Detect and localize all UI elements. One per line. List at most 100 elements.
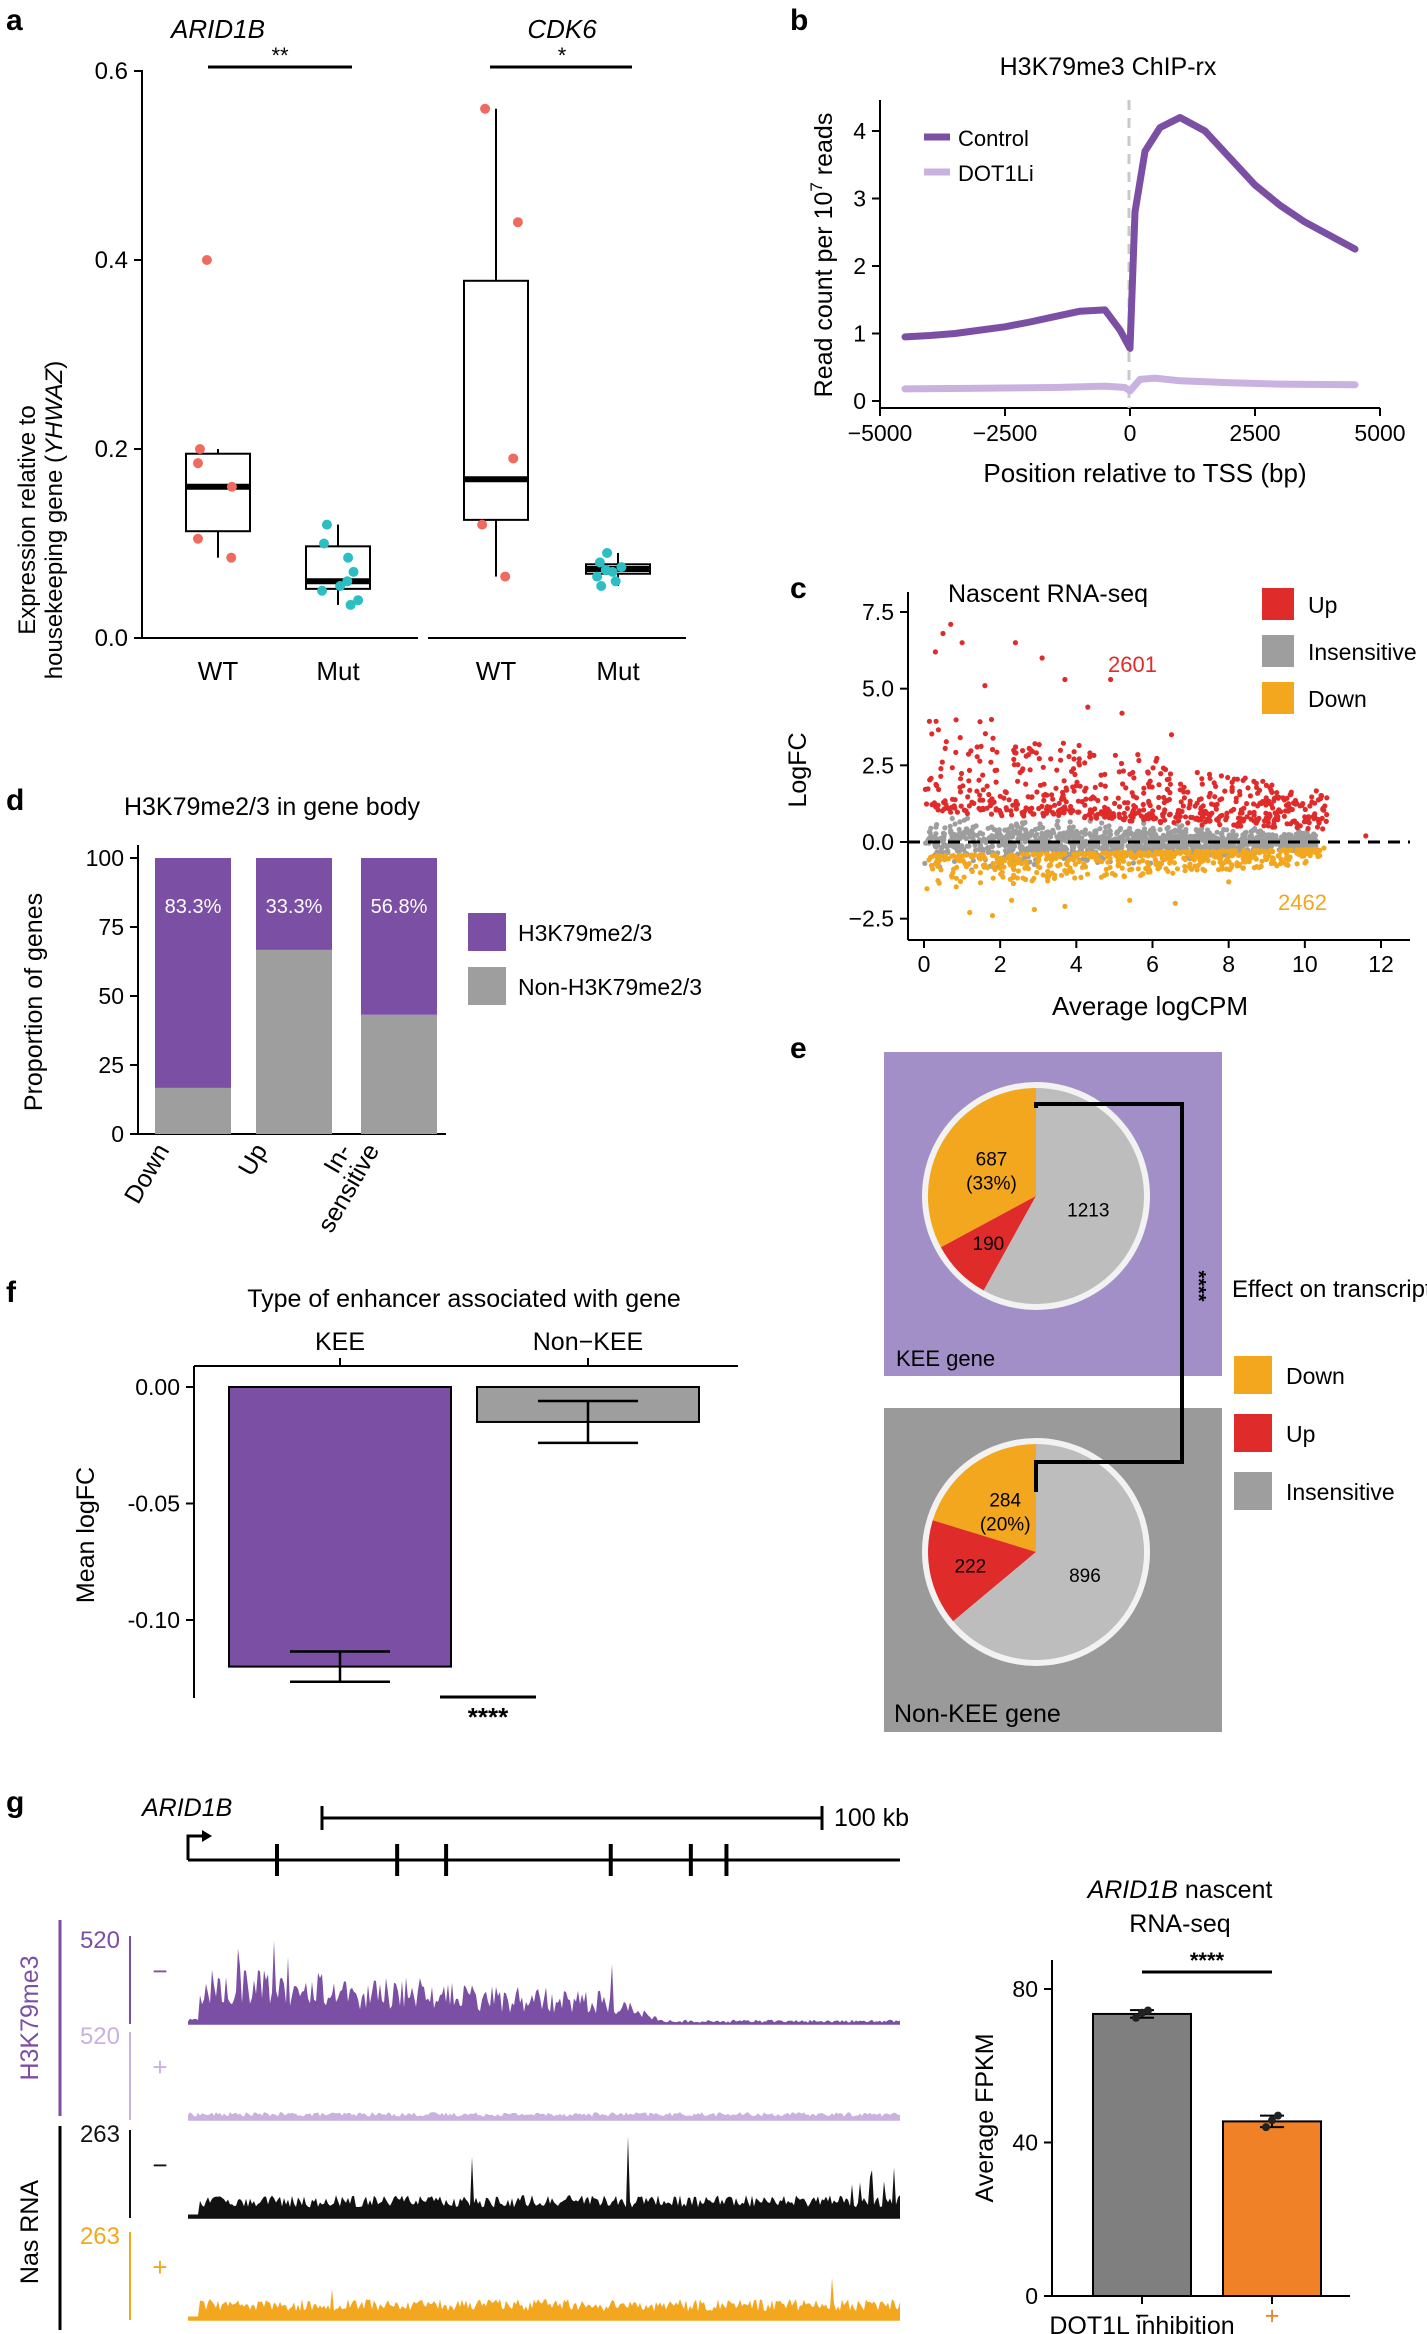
panel-c-point-up [1251, 801, 1257, 807]
panel-c-point-down [1065, 868, 1071, 874]
panel-c-point-up [1053, 785, 1059, 791]
panel-g-bar-point [1132, 2013, 1140, 2022]
panel-c-point-up [1125, 800, 1131, 806]
panel-label-e: e [790, 1032, 807, 1065]
panel-c-point-down [1284, 855, 1290, 861]
panel-c-point-up [1166, 796, 1172, 803]
panel-g-bar-ytick-label: 0 [1025, 2283, 1038, 2309]
panel-c-point-up [1092, 784, 1098, 791]
panel-c-title: Nascent RNA-seq [948, 580, 1148, 608]
panel-c-point-insensitive [995, 834, 1001, 840]
panel-c-point-down [1023, 859, 1029, 865]
panel-c-point-up [1020, 811, 1027, 817]
panel-g-bar-title-1: ARID1B nascent [1086, 1876, 1273, 1904]
panel-c-point-insensitive [1107, 842, 1113, 848]
panel-c-point-insensitive [1136, 836, 1142, 842]
panel-c-legend-down: Down [1308, 686, 1367, 712]
panel-a-point [594, 557, 605, 568]
panel-c-point-down [1124, 850, 1130, 857]
panel-c-point-up [1029, 805, 1035, 811]
panel-c-point-down [942, 852, 949, 859]
panel-c-point-insensitive [949, 833, 955, 839]
panel-c-point-up [1166, 776, 1172, 782]
panel-c-point-up [1110, 811, 1116, 817]
panel-c-point-down [1169, 851, 1175, 857]
panel-c-point-down [1057, 853, 1063, 859]
panel-a-point [201, 255, 212, 265]
panel-c-point-down [1248, 852, 1254, 858]
panel-c-legend-swatch-up [1262, 588, 1294, 620]
panel-c-point-insensitive [1230, 828, 1236, 835]
panel-c-point-insensitive [1143, 835, 1149, 841]
panel-c-point-up [1017, 769, 1023, 776]
panel-g-bar-ytick-label: 40 [1012, 2130, 1038, 2156]
panel-c-point-insensitive [970, 824, 976, 830]
panel-c-point-down [1072, 861, 1078, 867]
panel-c-point-up [1012, 640, 1019, 646]
panel-c-point-up [1082, 802, 1088, 808]
panel-c-point-up [1275, 809, 1281, 815]
panel-c-point-insensitive [966, 843, 972, 849]
panel-c-point-insensitive [1130, 832, 1136, 838]
panel-c-point-up [1003, 789, 1009, 796]
panel-c-point-up [1009, 812, 1015, 818]
panel-c-point-up [932, 649, 939, 655]
panel-c-point-down [953, 875, 960, 881]
panel-c-point-down [1000, 874, 1006, 880]
panel-c-point-up [1175, 807, 1181, 814]
panel-c-point-up [942, 798, 948, 804]
panel-c-point-up [1023, 753, 1029, 759]
panel-c-point-insensitive [1165, 824, 1171, 831]
panel-c-point-down [1011, 872, 1017, 879]
panel-c-point-up [1020, 748, 1026, 754]
panel-c-point-insensitive [1040, 845, 1046, 852]
panel-c-point-up [1260, 778, 1266, 784]
panel-c-point-insensitive [1029, 828, 1035, 834]
panel-c-point-up [1028, 794, 1035, 800]
panel-c-point-insensitive [961, 830, 967, 836]
panel-c-point-up [1116, 769, 1122, 775]
panel-a-gene-arid1b: ARID1B [169, 14, 265, 44]
panel-c-point-up [967, 787, 973, 793]
panel-c-point-up [1070, 766, 1077, 772]
panel-f-ytick-label: -0.05 [128, 1491, 180, 1517]
panel-g-bar-title-2: RNA-seq [1129, 1910, 1230, 1938]
panel-c-point-up [1050, 796, 1056, 802]
panel-c-point-insensitive [1119, 845, 1125, 851]
panel-c-point-up [1023, 781, 1029, 787]
panel-c-point-insensitive [1122, 838, 1128, 844]
panel-c-point-insensitive [933, 831, 939, 837]
panel-g-bar [1222, 2120, 1322, 2298]
panel-c-point-up [994, 749, 1000, 755]
panel-c-point-up [1305, 825, 1311, 832]
panel-e-slice-label: 896 [1069, 1566, 1101, 1587]
panel-c-point-up [1161, 799, 1167, 806]
panel-c-point-down [1014, 875, 1021, 881]
panel-c-point-up [1363, 833, 1369, 839]
panel-c-point-up [1013, 806, 1020, 812]
panel-c-xtick-label: 8 [1222, 951, 1235, 977]
panel-c-point-insensitive [1005, 828, 1011, 834]
panel-c-point-up [1106, 813, 1112, 819]
panel-c-point-down [1078, 874, 1084, 881]
panel-c-point-down [977, 856, 983, 862]
panel-a-point [343, 552, 354, 563]
panel-g-track-condition: − [152, 1956, 167, 1986]
panel-c-point-down [1188, 866, 1194, 872]
panel-c-point-up [1082, 760, 1088, 766]
panel-c-point-down [1209, 849, 1215, 855]
panel-c-point-insensitive [957, 819, 963, 825]
panel-c-legend-swatch-insensitive [1262, 635, 1294, 667]
panel-b-ytick-label: 1 [853, 321, 866, 347]
panel-c-point-insensitive [1157, 827, 1163, 833]
panel-c-point-down [997, 865, 1003, 871]
panel-c-point-insensitive [1230, 843, 1236, 849]
panel-b-ylabel: Read count per 107 reads [807, 113, 838, 398]
panel-c-point-down [1252, 854, 1258, 860]
panel-c-point-insensitive [1214, 835, 1220, 841]
panel-g-bar-ytick-label: 80 [1012, 1976, 1038, 2002]
panel-c-point-up [1253, 820, 1259, 826]
panel-c-point-up [1181, 784, 1187, 790]
panel-a-ytick-label: 0.0 [95, 625, 128, 652]
panel-c-point-up [990, 735, 996, 741]
